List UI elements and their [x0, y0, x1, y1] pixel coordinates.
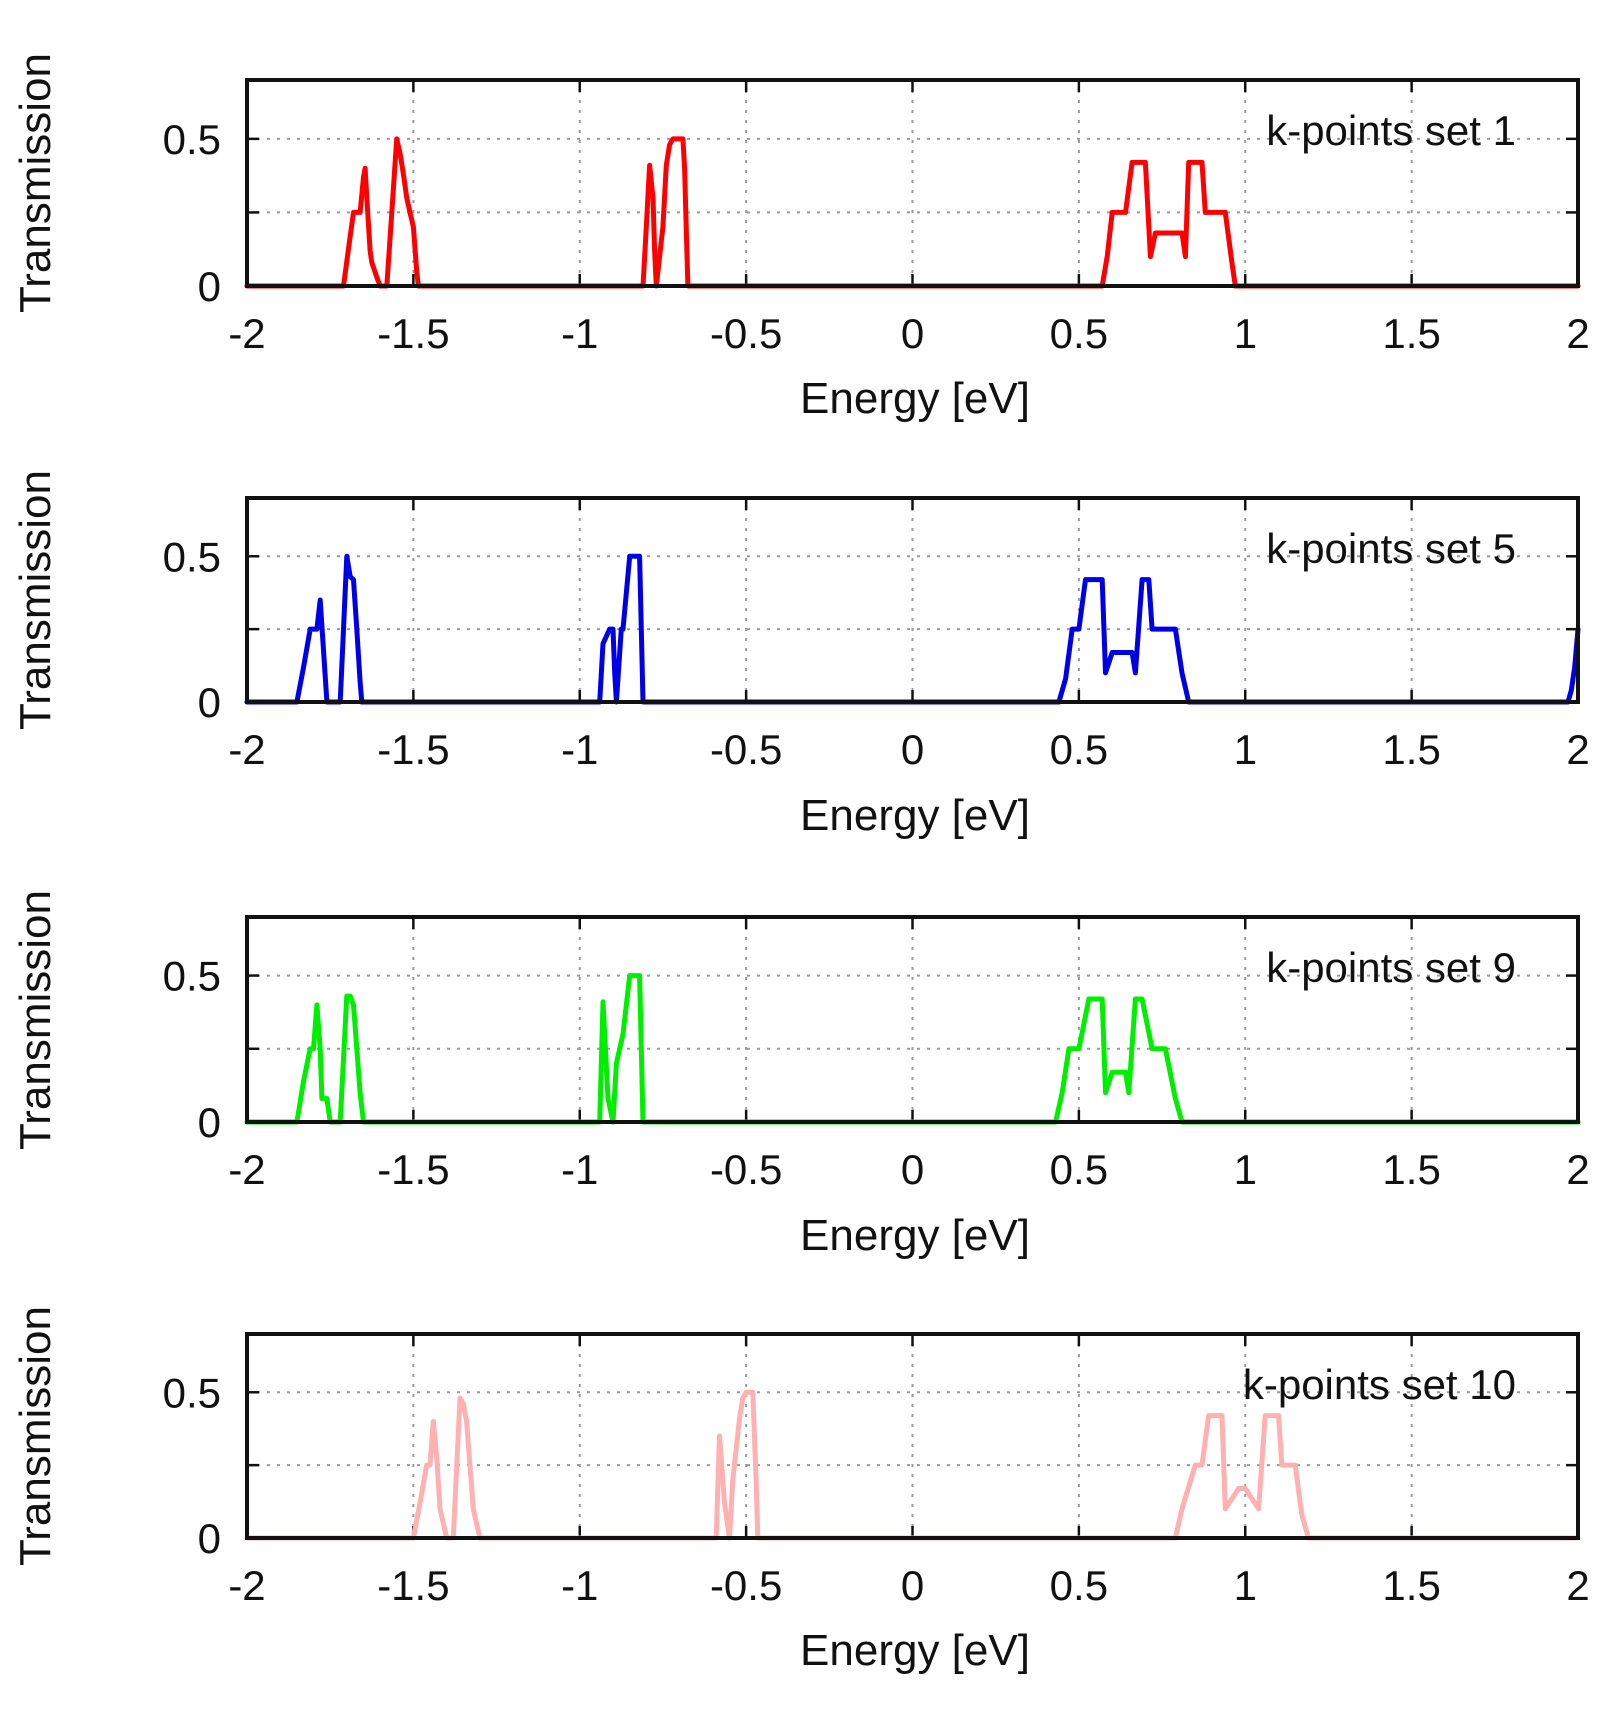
- y-tick-label: 0.5: [163, 116, 221, 163]
- x-tick-label: -0.5: [710, 726, 782, 773]
- x-tick-label: -2: [228, 1146, 265, 1193]
- series-line: [244, 973, 1581, 1125]
- plot-frame: [245, 496, 1580, 704]
- x-tick-label: -1: [561, 310, 598, 357]
- x-tick-label: -1.5: [377, 726, 449, 773]
- x-tick-label: -1.5: [377, 310, 449, 357]
- x-tick-label: 0: [901, 1562, 924, 1609]
- x-tick-label: 0: [901, 310, 924, 357]
- x-tick-label: -2: [228, 726, 265, 773]
- x-tick-label: -1: [561, 1562, 598, 1609]
- x-tick-label: 2: [1566, 1562, 1589, 1609]
- x-tick-label: 0: [901, 726, 924, 773]
- x-tick-label: 0.5: [1050, 1562, 1108, 1609]
- x-tick-label: 2: [1566, 310, 1589, 357]
- y-tick-label: 0: [198, 263, 221, 310]
- x-tick-label: -2: [228, 310, 265, 357]
- x-tick-label: 0.5: [1050, 1146, 1108, 1193]
- x-tick-label: -2: [228, 1562, 265, 1609]
- x-tick-label: 2: [1566, 726, 1589, 773]
- y-tick-label: 0.5: [163, 1369, 221, 1416]
- y-tick-label: 0: [198, 1099, 221, 1146]
- x-tick-label: -1.5: [377, 1562, 449, 1609]
- y-axis-label: Transmission: [11, 53, 60, 313]
- x-axis-label: Energy [eV]: [800, 791, 1030, 840]
- x-tick-label: -1.5: [377, 1146, 449, 1193]
- plot-frame: [245, 915, 1580, 1124]
- plot-frame: [245, 1332, 1580, 1540]
- y-tick-label: 0.5: [163, 533, 221, 580]
- legend-label: k-points set 10: [1243, 1361, 1516, 1408]
- y-axis-label: Transmission: [11, 1306, 60, 1566]
- series-line: [244, 1389, 1581, 1541]
- series-line: [244, 553, 1581, 705]
- x-tick-label: 1.5: [1382, 726, 1440, 773]
- legend-label: k-points set 1: [1266, 107, 1516, 154]
- panel-1: -2 -1.5 -1 -0.5 0 0.5 1 1.5 2 0 0.5 Energy [eV] Tran…: [11, 53, 1590, 423]
- x-tick-label: -0.5: [710, 1146, 782, 1193]
- series-line: [244, 136, 1581, 289]
- y-axis-label: Transmission: [11, 470, 60, 730]
- x-axis-label: Energy [eV]: [800, 1211, 1030, 1260]
- x-tick-label: 1: [1234, 310, 1257, 357]
- x-axis-label: Energy [eV]: [800, 374, 1030, 423]
- x-axis-label: Energy [eV]: [800, 1626, 1030, 1675]
- x-tick-label: 1.5: [1382, 1146, 1440, 1193]
- x-tick-label: 1: [1234, 726, 1257, 773]
- x-tick-label: 1.5: [1382, 310, 1440, 357]
- legend-label: k-points set 9: [1266, 944, 1516, 991]
- x-tick-label: 1: [1234, 1146, 1257, 1193]
- y-tick-label: 0: [198, 1515, 221, 1562]
- x-tick-label: 1: [1234, 1562, 1257, 1609]
- x-tick-label: 2: [1566, 1146, 1589, 1193]
- x-tick-label: 0: [901, 1146, 924, 1193]
- y-tick-label: 0.5: [163, 953, 221, 1000]
- panel-2: -2 -1.5 -1 -0.5 0 0.5 1 1.5 2 0 0.5 Energy [eV] Tran…: [11, 470, 1590, 840]
- legend-label: k-points set 5: [1266, 525, 1516, 572]
- x-tick-label: -0.5: [710, 310, 782, 357]
- panel-3: -2 -1.5 -1 -0.5 0 0.5 1 1.5 2 0 0.5 Energy [eV] Tran…: [11, 890, 1590, 1260]
- x-tick-label: 0.5: [1050, 726, 1108, 773]
- x-tick-label: 0.5: [1050, 310, 1108, 357]
- x-tick-label: 1.5: [1382, 1562, 1440, 1609]
- panel-4: -2 -1.5 -1 -0.5 0 0.5 1 1.5 2 0 0.5 Energy [eV] Tran…: [11, 1306, 1590, 1675]
- x-tick-label: -0.5: [710, 1562, 782, 1609]
- plot-frame: [245, 78, 1580, 288]
- y-tick-label: 0: [198, 679, 221, 726]
- x-tick-label: -1: [561, 726, 598, 773]
- x-tick-label: -1: [561, 1146, 598, 1193]
- y-axis-label: Transmission: [11, 890, 60, 1150]
